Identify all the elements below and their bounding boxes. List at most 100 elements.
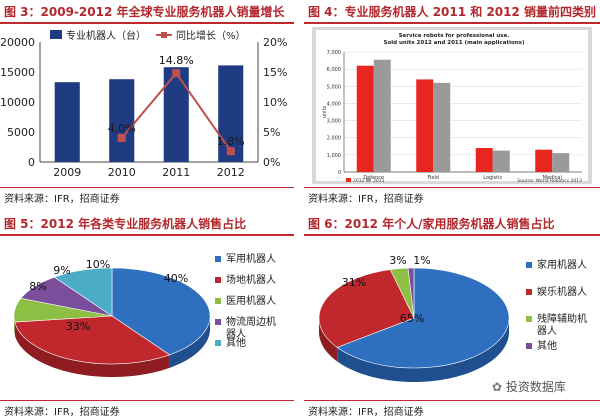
- pie-slice: [14, 315, 171, 365]
- y-tick-label: 7,000: [327, 50, 341, 56]
- legend-label: 医用机器人: [226, 294, 276, 307]
- y2-tick-label: 0%: [263, 156, 280, 169]
- legend-swatch: [526, 262, 532, 268]
- pie-slice-side: [169, 316, 210, 368]
- source-note: 资料来源：IFR，招商证券: [4, 407, 120, 418]
- y-tick-label: 1,000: [327, 153, 341, 159]
- x-tick-label: Field: [427, 175, 439, 181]
- data-label: 14.8%: [159, 54, 194, 67]
- panel-title-bar: 图 4：专业服务机器人 2011 和 2012 销量前四类别: [304, 0, 600, 24]
- legend-marker: [161, 32, 167, 38]
- watermark-text: 投资数据库: [505, 380, 566, 394]
- y-axis-label: units: [322, 105, 328, 118]
- pie-slice: [336, 267, 510, 369]
- y-tick-label: 5000: [7, 126, 35, 139]
- panel-title: 图 5：2012 年各类专业服务机器人销售占比: [4, 217, 247, 231]
- bar: [492, 150, 510, 172]
- legend-label: 军用机器人: [226, 252, 276, 265]
- pie-pct-label: 65%: [400, 312, 424, 325]
- bar: [416, 79, 434, 172]
- x-tick-label: 2009: [53, 166, 81, 179]
- pie-slice-side: [14, 322, 170, 377]
- chart-fig4: Service robots for professional use.Sold…: [312, 27, 592, 184]
- panel-title-bar: 图 3：2009-2012 年全球专业服务机器人销量增长: [0, 0, 294, 24]
- bar: [163, 67, 189, 162]
- y-tick-label: 2,000: [327, 136, 341, 142]
- pie-slice-side: [337, 318, 509, 382]
- panel-fig5: 图 5：2012 年各类专业服务机器人销售占比 40% 33% 8% 9% 10% 军用机…: [0, 212, 294, 418]
- legend-swatch: [215, 340, 221, 346]
- x-tick-label: Medical: [543, 175, 562, 181]
- legend-label: 场地机器人: [226, 273, 276, 286]
- source-note: 资料来源：IFR，招商证券: [308, 407, 424, 418]
- y2-tick-label: 15%: [263, 66, 287, 79]
- pie-pct-label: 1%: [413, 254, 430, 267]
- panel-title-bar: 图 5：2012 年各类专业服务机器人销售占比: [0, 212, 294, 236]
- panel-title: 图 3：2009-2012 年全球专业服务机器人销量增长: [4, 5, 285, 19]
- legend-label: 2011: [373, 178, 385, 184]
- source-label: Source: World Robotics 2013: [517, 178, 582, 184]
- data-label: 1.8%: [217, 135, 245, 148]
- y-tick-label: 5,000: [327, 84, 341, 90]
- legend-swatch: [526, 316, 532, 322]
- growth-point: [172, 69, 181, 78]
- pie-slice: [53, 267, 113, 317]
- bar: [218, 65, 244, 162]
- growth-point: [226, 147, 235, 156]
- pie-slice: [407, 267, 415, 319]
- pie-slice: [111, 267, 211, 356]
- y-tick-label: 6,000: [327, 67, 341, 73]
- bar: [552, 153, 570, 172]
- y-tick-label: 10000: [0, 96, 35, 109]
- y2-tick-label: 10%: [263, 96, 287, 109]
- legend-label: 专业机器人（台）: [66, 29, 146, 42]
- panel-fig3: 图 3：2009-2012 年全球专业服务机器人销量增长 0 5000 10000 1…: [0, 0, 294, 205]
- pie-pct-label: 31%: [342, 276, 366, 289]
- legend-label: 残障辅助机: [537, 312, 587, 325]
- y-tick-label: 20000: [0, 36, 35, 49]
- bar: [109, 79, 135, 162]
- chart-title: Service robots for professional use.: [399, 33, 510, 39]
- legend-swatch: [50, 30, 62, 39]
- legend-label: 物流周边机: [226, 315, 276, 328]
- legend-swatch: [215, 256, 221, 262]
- legend-label: 其他: [537, 339, 557, 352]
- legend-swatch: [526, 289, 532, 295]
- chart-fig3: 0 5000 10000 15000 20000 0% 5% 10% 15% 20% 2009 201…: [0, 29, 287, 179]
- legend-label: 娱乐机器人: [537, 285, 587, 298]
- pie-pct-label: 33%: [66, 320, 90, 333]
- pie-slice: [318, 269, 415, 348]
- pie-pct-label: 10%: [86, 258, 110, 271]
- legend-label: 2012: [353, 178, 365, 184]
- legend-label: 其他: [226, 336, 246, 349]
- y-tick-label: 3,000: [327, 119, 341, 125]
- panel-title: 图 4：专业服务机器人 2011 和 2012 销量前四类别: [308, 5, 597, 19]
- bar: [475, 148, 493, 172]
- pie-pct-label: 9%: [53, 264, 70, 277]
- watermark: ✿ 投资数据库: [492, 378, 566, 395]
- x-tick-label: 2011: [162, 166, 190, 179]
- panel-fig6: 图 6：2012 年个人/家用服务机器人销售占比 65% 31% 3% 1% 家用机器人…: [304, 212, 600, 418]
- pie-pct-label: 40%: [164, 272, 188, 285]
- source-note: 资料来源：IFR，招商证券: [308, 194, 424, 205]
- x-tick-label: 2010: [108, 166, 136, 179]
- y-tick-label: 0: [28, 156, 35, 169]
- y-tick-label: 0: [338, 170, 341, 176]
- legend-swatch: [215, 319, 221, 325]
- growth-point: [117, 134, 126, 142]
- y-tick-label: 15000: [0, 66, 35, 79]
- legend-label: 家用机器人: [537, 258, 587, 271]
- bar: [433, 82, 451, 172]
- bar: [535, 149, 553, 172]
- x-tick-label: Logistic: [483, 175, 502, 181]
- x-tick-label: 2012: [217, 166, 245, 179]
- y2-tick-label: 5%: [263, 126, 280, 139]
- wechat-icon: ✿: [492, 380, 506, 394]
- legend-label-cont: 器人: [537, 325, 557, 337]
- source-note: 资料来源：IFR，招商证券: [4, 194, 120, 205]
- legend-label-cont: 器人: [226, 328, 246, 340]
- data-label: 4.0%: [108, 122, 136, 135]
- panel-fig4: 图 4：专业服务机器人 2011 和 2012 销量前四类别 Service r…: [304, 0, 600, 205]
